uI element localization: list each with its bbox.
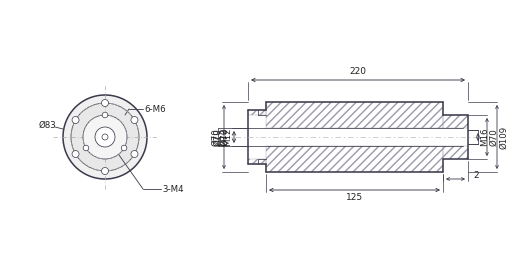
Circle shape <box>121 145 127 151</box>
Circle shape <box>83 145 89 151</box>
Circle shape <box>102 112 108 118</box>
Text: Ø70: Ø70 <box>211 128 220 146</box>
Text: 6-M6: 6-M6 <box>144 105 166 114</box>
Bar <box>443 115 468 128</box>
Text: Ø70: Ø70 <box>489 128 498 146</box>
Text: Ø70: Ø70 <box>220 128 229 146</box>
Text: 3-M4: 3-M4 <box>162 184 183 194</box>
Circle shape <box>131 117 138 124</box>
Text: Ø83: Ø83 <box>38 121 56 129</box>
Circle shape <box>102 134 108 140</box>
Text: M12: M12 <box>223 128 232 146</box>
Circle shape <box>71 103 139 171</box>
Circle shape <box>72 150 79 158</box>
Text: Ø109: Ø109 <box>499 126 508 148</box>
Text: Ø70: Ø70 <box>213 128 222 146</box>
Bar <box>266 102 443 128</box>
Bar <box>248 159 266 164</box>
Circle shape <box>102 100 108 107</box>
Bar <box>443 146 468 159</box>
Bar <box>266 146 443 172</box>
Text: 2: 2 <box>473 172 479 181</box>
Text: 125: 125 <box>346 193 363 201</box>
Text: M16: M16 <box>480 128 489 146</box>
Text: 220: 220 <box>350 68 367 76</box>
Circle shape <box>131 150 138 158</box>
Circle shape <box>63 95 147 179</box>
Circle shape <box>95 127 115 147</box>
Circle shape <box>72 117 79 124</box>
Text: M12: M12 <box>219 128 228 146</box>
Circle shape <box>83 115 127 159</box>
Circle shape <box>102 167 108 174</box>
Bar <box>248 110 266 115</box>
